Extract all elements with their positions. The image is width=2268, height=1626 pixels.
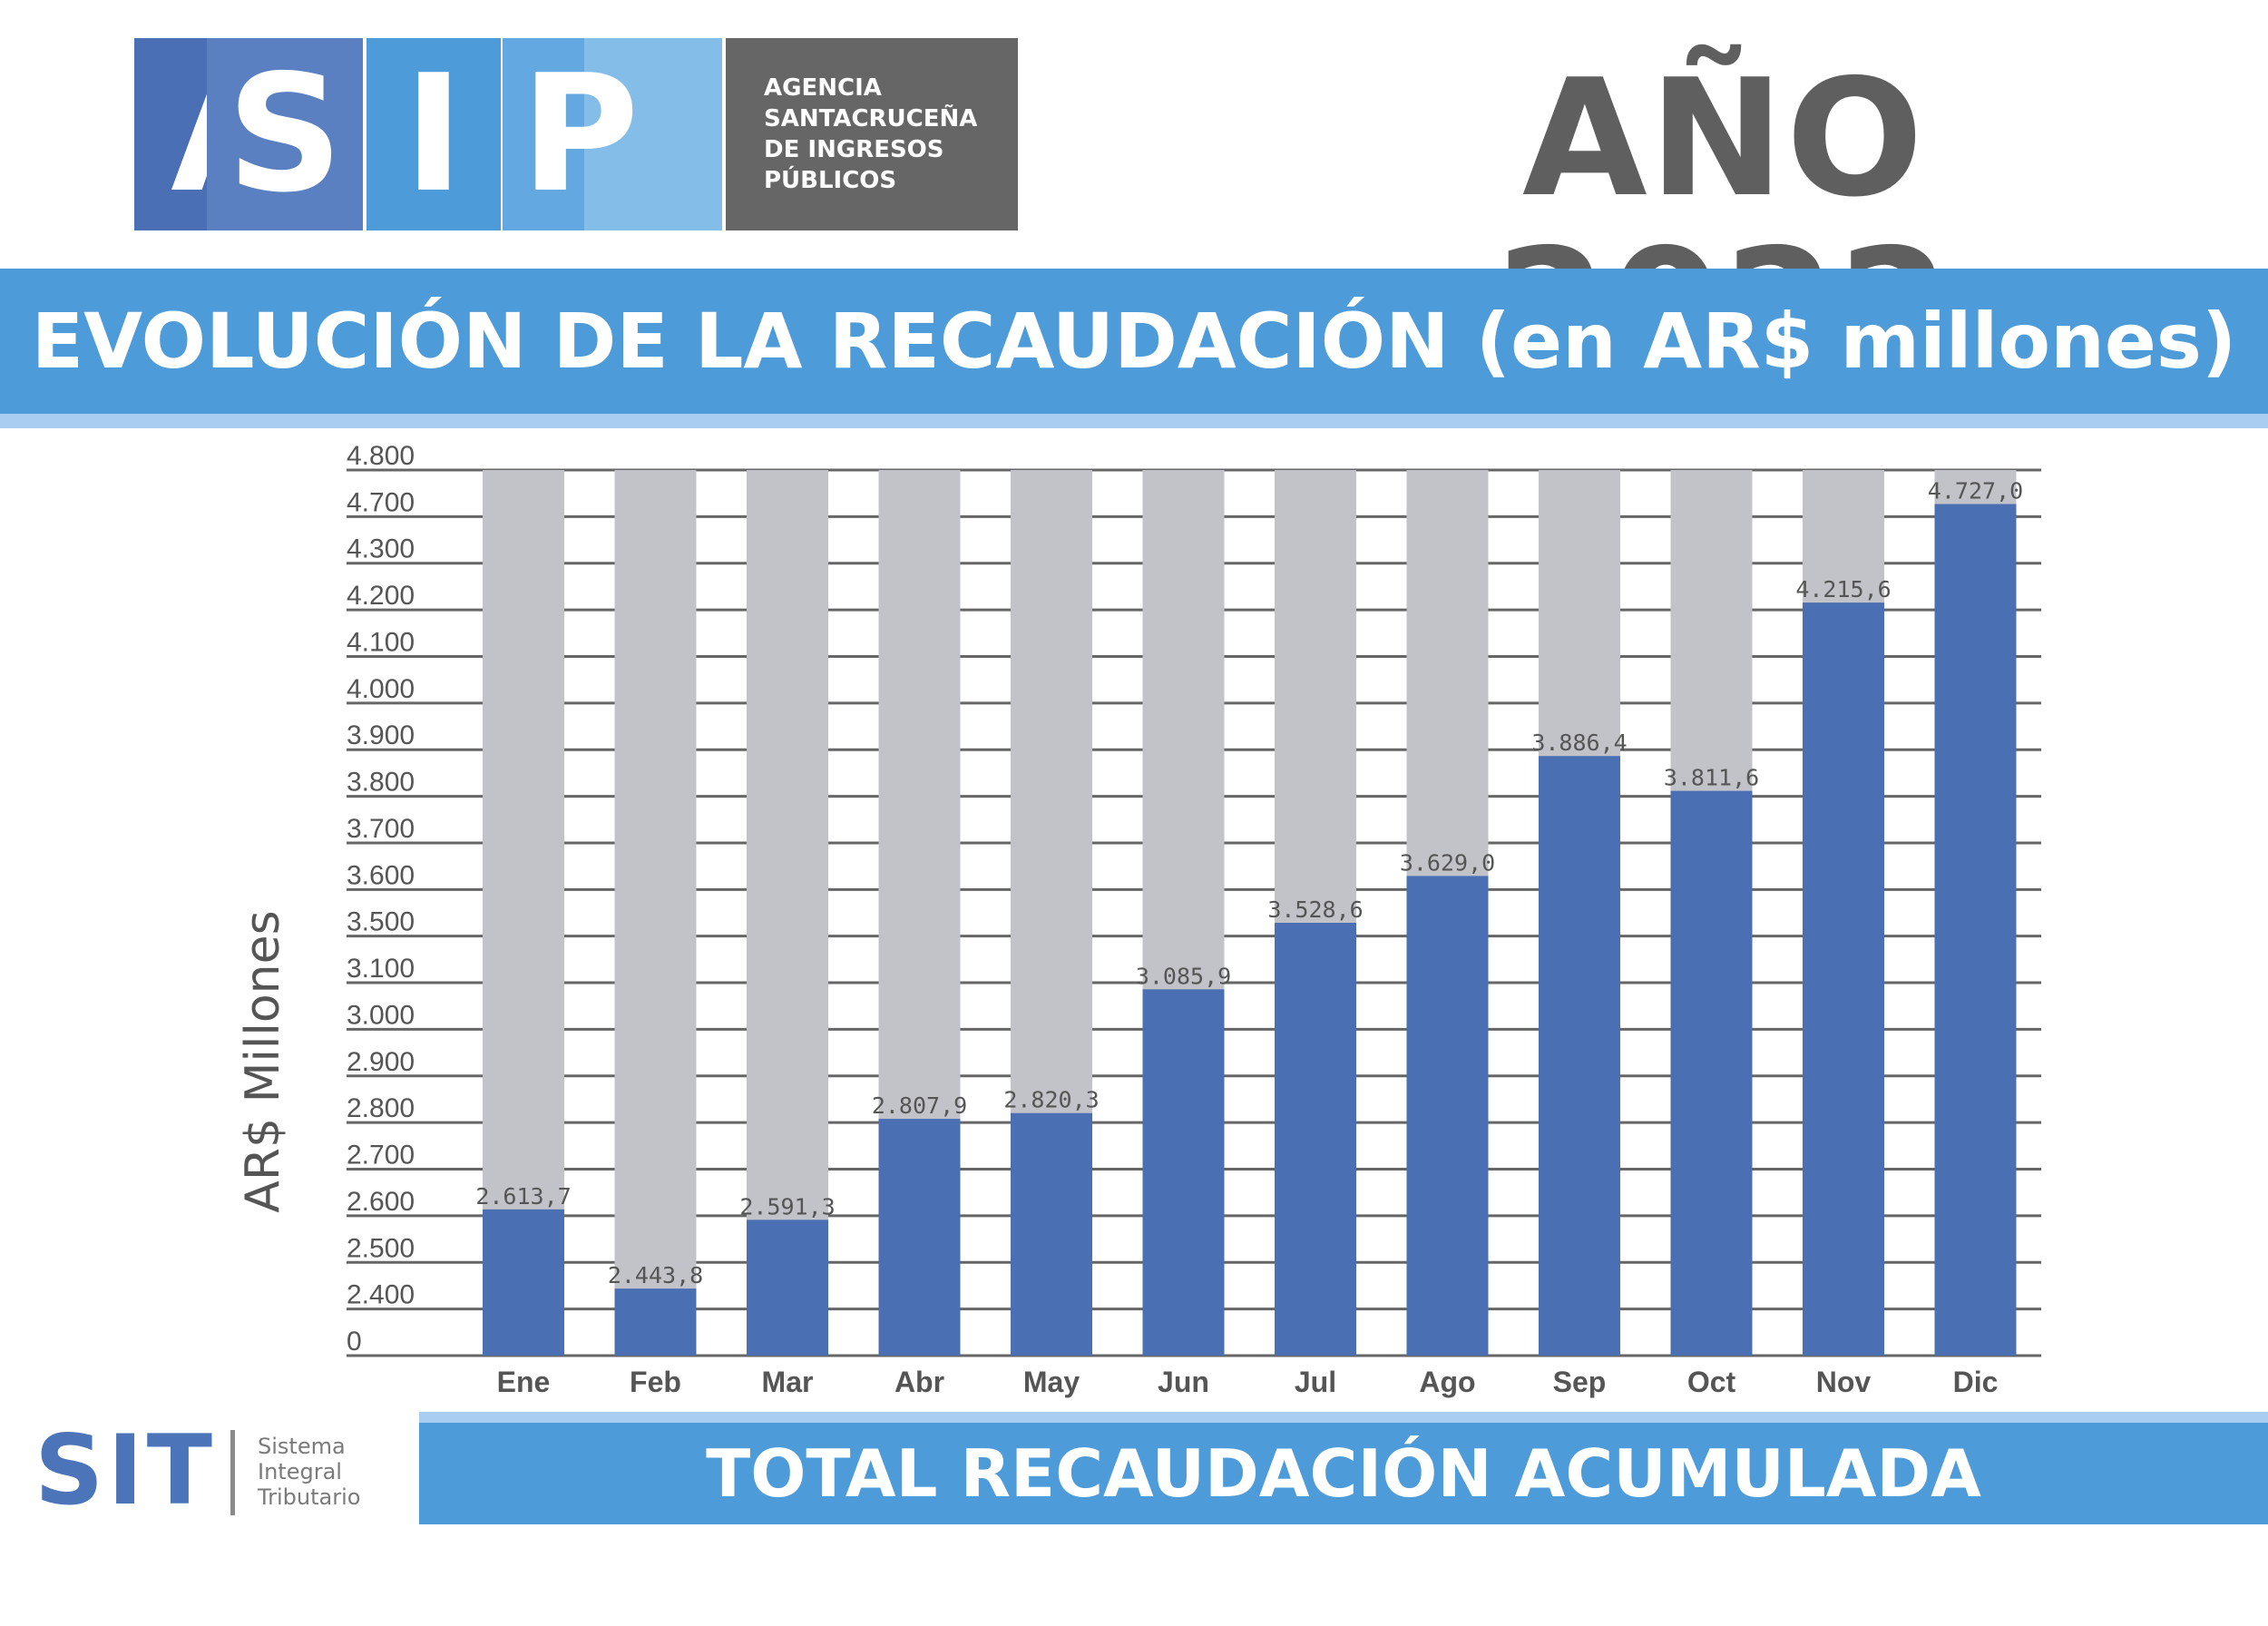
sit-logo: SIT (34, 1415, 217, 1526)
x-tick-label: Dic (1953, 1366, 1999, 1398)
value-labels: 2.613,7 2.443,8 2.591,3 2.807,9 2.820,3 3.085… (475, 477, 2023, 1288)
value-label: 3.085,9 (1136, 963, 1231, 989)
footer-banner (419, 1412, 2268, 1524)
x-tick-label: Nov (1816, 1366, 1872, 1398)
background-bar (614, 470, 697, 1356)
agency-name: AGENCIA SANTACRUCEÑA DE INGRESOS PÚBLICO… (726, 38, 1018, 230)
value-label: 2.807,9 (872, 1092, 967, 1119)
x-tick-labels: Ene Feb Mar Abr May Jun Jul Ago Sep Oct Nov Dic (497, 1366, 1999, 1398)
y-tick-label: 4.000 (347, 674, 415, 704)
background-bars (483, 470, 2017, 1356)
value-label: 4.727,0 (1928, 477, 2023, 504)
x-tick-label: Jun (1158, 1366, 1209, 1398)
value-label: 4.215,6 (1795, 576, 1891, 602)
y-tick-label: 4.800 (347, 441, 415, 471)
y-tick-label: 2.500 (347, 1233, 415, 1263)
sit-line-1: Sistema (258, 1434, 346, 1459)
y-tick-label: 3.800 (347, 768, 415, 798)
x-tick-label: Oct (1687, 1366, 1736, 1398)
y-tick-label: 2.700 (347, 1141, 415, 1171)
x-tick-label: Feb (630, 1366, 681, 1398)
y-tick-label: 3.900 (347, 720, 415, 750)
value-label: 2.591,3 (739, 1193, 835, 1220)
x-tick-label: Jul (1295, 1366, 1336, 1398)
logo-letter-p: P (521, 38, 722, 230)
bar-ago (1406, 876, 1489, 1356)
y-tick-label: 3.600 (347, 860, 415, 890)
y-tick-label: 4.300 (347, 534, 415, 564)
agency-line-4: PÚBLICOS (764, 167, 897, 194)
bar-may (1011, 1112, 1092, 1356)
value-label: 3.811,6 (1664, 765, 1759, 791)
background-bar (747, 470, 828, 1356)
y-tick-label: 4.100 (347, 627, 415, 657)
logo-letter-s: S (207, 38, 363, 230)
y-tick-label: 2.600 (347, 1187, 415, 1217)
value-label: 2.820,3 (1003, 1087, 1099, 1113)
logo-letter-p-text: P (521, 40, 640, 228)
y-tick-label: 0 (347, 1327, 362, 1357)
value-label: 3.629,0 (1400, 849, 1495, 876)
value-label: 3.528,6 (1267, 896, 1363, 923)
y-tick-label: 3.500 (347, 907, 415, 937)
bar-dic (1934, 504, 2017, 1356)
bar-jun (1142, 989, 1225, 1356)
banner-underline (0, 414, 2268, 428)
sit-line-3: Tributario (258, 1484, 361, 1510)
title-banner: EVOLUCIÓN DE LA RECAUDACIÓN (en AR$ mill… (0, 269, 2268, 414)
sit-divider (230, 1430, 235, 1515)
bar-chart: 0 2.400 2.500 2.600 2.700 2.800 2.900 3.000 3.10… (347, 441, 2041, 1398)
y-tick-label: 2.900 (347, 1047, 415, 1077)
x-tick-label: Sep (1553, 1366, 1607, 1398)
y-tick-label: 3.700 (347, 814, 415, 844)
value-label: 2.613,7 (475, 1183, 571, 1210)
bar-abr (878, 1119, 961, 1356)
bar-ene (483, 1209, 564, 1356)
bar-feb (614, 1288, 697, 1356)
logo-letter-s-text: S (226, 40, 344, 228)
value-label: 2.443,8 (608, 1262, 703, 1288)
total-collection: TOTAL RECAUDACIÓN ACUMULADA $40.161.598.… (706, 1435, 1981, 1613)
y-tick-label: 3.100 (347, 954, 415, 984)
data-bars (483, 504, 2017, 1356)
x-tick-label: Ene (497, 1366, 551, 1398)
logo-letter-i-text: I (403, 40, 464, 228)
y-tick-label: 3.000 (347, 1000, 415, 1030)
x-tick-label: Mar (762, 1366, 814, 1398)
x-tick-label: Ago (1419, 1366, 1475, 1398)
bar-oct (1670, 790, 1753, 1356)
bar-nov (1803, 602, 1884, 1356)
footer-banner-top (419, 1412, 2268, 1423)
y-tick-label: 2.800 (347, 1093, 415, 1123)
y-axis-label: AR$ Millones (236, 910, 290, 1213)
logo-letter-p-left (503, 38, 584, 230)
bar-sep (1539, 756, 1620, 1356)
bar-jul (1275, 922, 1356, 1356)
y-tick-label: 2.400 (347, 1280, 415, 1310)
agency-line-3: DE INGRESOS (764, 136, 944, 163)
sit-caption: Sistema Integral Tributario (258, 1434, 360, 1510)
agency-line-2: SANTACRUCEÑA (764, 105, 978, 132)
background-bar (483, 470, 564, 1356)
bar-mar (747, 1220, 828, 1356)
y-tick-labels: 0 2.400 2.500 2.600 2.700 2.800 2.900 3.000 3.10… (347, 441, 415, 1357)
value-label: 3.886,4 (1531, 730, 1627, 756)
x-tick-label: Abr (894, 1366, 944, 1398)
y-tick-label: 4.200 (347, 581, 415, 611)
y-tick-label: 4.700 (347, 487, 415, 517)
agency-line-1: AGENCIA (764, 74, 882, 102)
x-tick-label: May (1023, 1366, 1080, 1398)
sit-line-2: Integral (258, 1459, 342, 1484)
logo-letter-i: I (367, 38, 501, 230)
